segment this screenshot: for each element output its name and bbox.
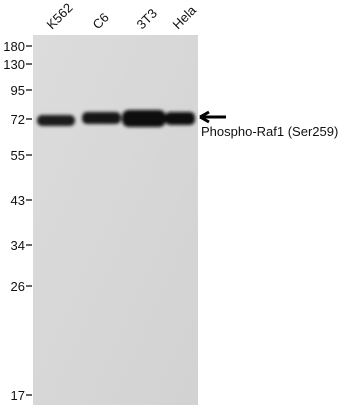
marker-label: 180 [3,39,25,54]
lane-label: C6 [90,10,112,32]
marker-label: 55 [11,148,25,163]
lane-label: K562 [44,0,76,32]
lane-label: Hela [170,2,200,32]
arrow [199,110,226,124]
marker-label: 34 [11,238,25,253]
marker-label: 72 [11,112,25,127]
band [37,115,75,126]
band [165,112,195,125]
marker-label: 95 [11,83,25,98]
lane-label: 3T3 [134,6,160,32]
blot-membrane [33,35,198,405]
bands [37,110,195,127]
marker-label: 17 [11,388,25,403]
marker-label: 130 [3,57,25,72]
marker-label: 43 [11,193,25,208]
band [82,112,121,124]
band-label: Phospho-Raf1 (Ser259) [201,124,338,139]
marker-label: 26 [11,279,25,294]
band [122,110,166,127]
